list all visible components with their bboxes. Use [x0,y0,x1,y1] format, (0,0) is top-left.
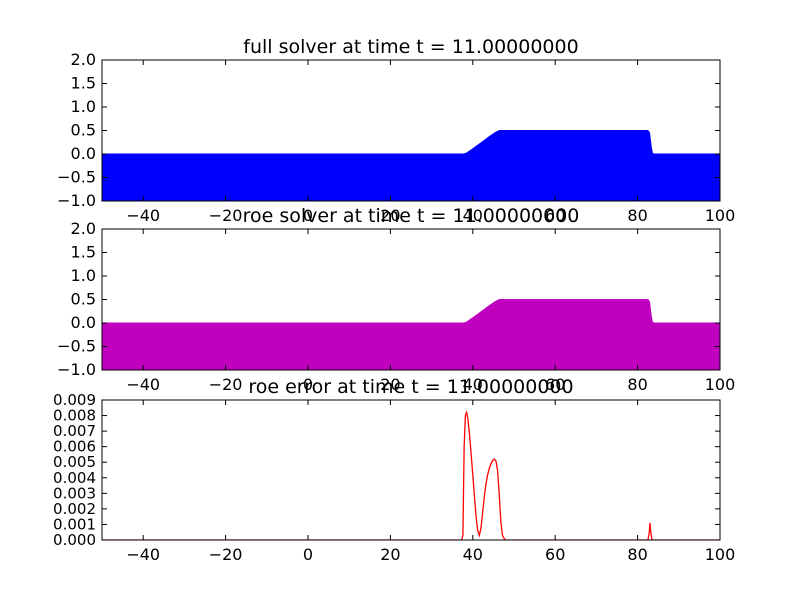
y-tick-label: −1.0 [57,191,96,210]
data-area [102,299,720,370]
y-tick-label: 0.000 [53,531,96,549]
x-tick-label: −20 [209,545,243,564]
x-tick-label: −40 [126,545,160,564]
x-tick-label: 20 [380,375,400,394]
x-tick-label: 0 [303,375,313,394]
area-series-0 [102,130,720,201]
y-tick-label: 2.0 [71,219,96,238]
y-tick-label: −0.5 [57,168,96,187]
panel-roe-error: −40 −20 0 20 40 60 80 1000.0000.0010.0020.0030.… [53,376,735,564]
axes-frame [101,399,721,541]
x-tick-label: −40 [126,375,160,394]
y-tick-label: 0.5 [71,121,96,140]
y-tick-label: 1.0 [71,266,96,285]
y-tick-label: 0.003 [53,484,96,502]
chart-title: full solver at time t = 11.00000000 [243,36,578,58]
x-tick-label: 40 [463,545,483,564]
y-tick-label: 0.5 [71,290,96,309]
y-tick-label: 1.5 [71,74,96,93]
y-tick-label: 0.0 [71,313,96,332]
ticks: −40 −20 0 20 40 60 80 1000.0000.0010.0020.0030.… [53,391,735,564]
x-tick-label: 20 [380,206,400,225]
x-tick-label: 100 [705,375,736,394]
x-tick-label: 100 [705,206,736,225]
x-tick-label: −20 [209,375,243,394]
y-tick-label: 0.007 [53,422,96,440]
x-tick-label: 40 [463,375,483,394]
y-tick-label: 0.001 [53,515,96,533]
y-tick-label: 1.5 [71,243,96,262]
chart-title: roe solver at time t = 11.00000000 [243,205,580,227]
x-tick-label: 60 [545,206,565,225]
x-tick-label: 0 [303,545,313,564]
x-tick-label: 80 [627,375,647,394]
x-tick-label: −20 [209,206,243,225]
x-tick-label: 60 [545,375,565,394]
y-tick-label: 0.008 [53,407,96,425]
y-tick-label: 2.0 [71,50,96,69]
chart-title: roe error at time t = 11.00000000 [248,376,573,398]
y-tick-label: 0.005 [53,453,96,471]
panel-full-solver: −40 −20 0 20 40 60 80 100 −1.0 −0.5 0.0 0.5 1.0 1.5 2.… [57,36,735,225]
x-tick-label: 20 [380,545,400,564]
x-tick-label: 60 [545,545,565,564]
data-area [102,410,720,540]
y-tick-label: 0.0 [71,144,96,163]
y-tick-label: 0.006 [53,438,96,456]
y-tick-label: 0.004 [53,469,96,487]
data-area [102,130,720,201]
ticks: −40 −20 0 20 40 60 80 100 −1.0 −0.5 0.0 0.5 1.0 1.5 2.… [57,219,735,394]
area-series-0 [102,299,720,370]
x-tick-label: 80 [627,545,647,564]
x-tick-label: 0 [303,206,313,225]
y-tick-label: −0.5 [57,337,96,356]
line-series-0 [102,410,720,540]
x-tick-label: 80 [627,206,647,225]
x-tick-label: 100 [705,545,736,564]
y-tick-label: 1.0 [71,97,96,116]
y-tick-label: 0.009 [53,391,96,409]
x-tick-label: 40 [463,206,483,225]
y-tick-label: 0.002 [53,500,96,518]
x-tick-label: −40 [126,206,160,225]
ticks: −40 −20 0 20 40 60 80 100 −1.0 −0.5 0.0 0.5 1.0 1.5 2.… [57,50,735,225]
panel-roe-solver: −40 −20 0 20 40 60 80 100 −1.0 −0.5 0.0 0.5 1.0 1.5 2.… [57,205,735,394]
y-tick-label: −1.0 [57,360,96,379]
